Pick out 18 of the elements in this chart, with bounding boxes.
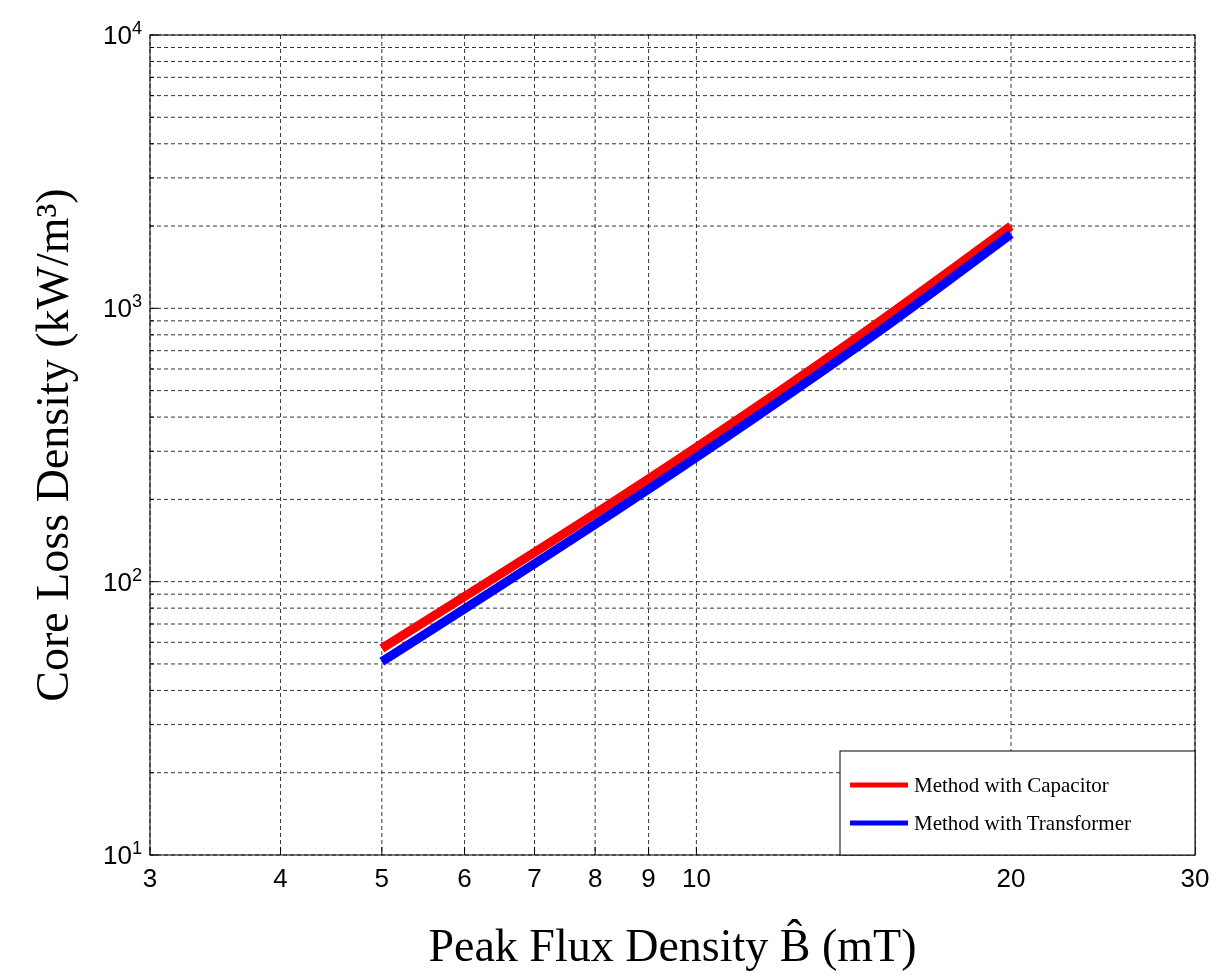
x-axis-title: Peak Flux Density B̂ (mT) xyxy=(428,918,917,971)
y-tick-label: 10$^{1}$ xyxy=(102,838,142,870)
x-tick-label: 5 xyxy=(374,863,390,893)
x-tick-label: 10 xyxy=(681,863,711,893)
y-axis-title: Core Loss Density (kW/m³) xyxy=(27,188,78,702)
x-tick-label: 6 xyxy=(457,863,472,893)
x-tick-label: 8 xyxy=(587,863,603,893)
x-tick-label: 9 xyxy=(641,863,656,893)
legend-label: Method with Transformer xyxy=(914,811,1131,835)
legend-label: Method with Capacitor xyxy=(914,773,1109,797)
y-tick-label: 10$^{2}$ xyxy=(102,564,142,597)
y-tick-label: 10$^{3}$ xyxy=(102,291,142,324)
x-tick-label: 30 xyxy=(1180,863,1210,893)
x-tick-label: 20 xyxy=(996,863,1026,893)
x-tick-label: 3 xyxy=(142,863,158,893)
y-tick-label: 10$^{4}$ xyxy=(102,18,142,50)
x-tick-label: 4 xyxy=(273,863,288,893)
x-tick-label: 7 xyxy=(527,863,542,893)
